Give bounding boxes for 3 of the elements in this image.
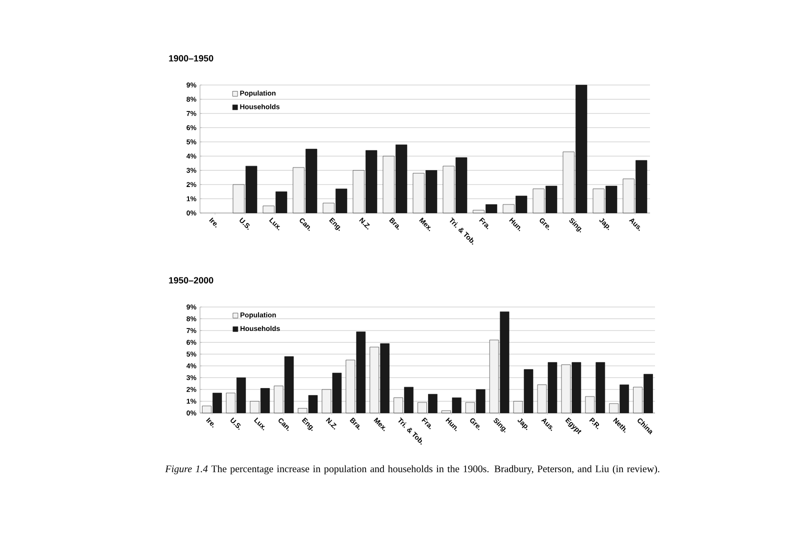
chart-title: 1900–1950	[169, 55, 214, 62]
text: Figure 1.4 The percentage increase in population and households in the 1900s. Bradbury, Peterson, and Liu (in review).	[165, 465, 660, 474]
chart-title: 1950–2000	[169, 277, 214, 284]
